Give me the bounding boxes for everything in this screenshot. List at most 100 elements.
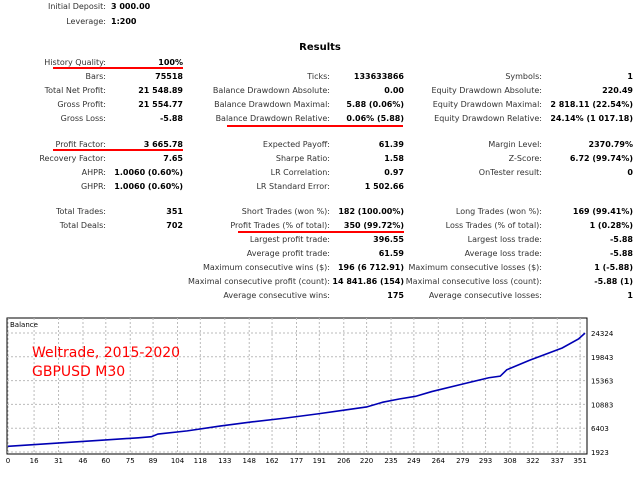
- stat-value: 0: [627, 168, 633, 177]
- stat-value: 0.00: [384, 86, 404, 95]
- stat-value: 196 (6 712.91): [337, 263, 404, 272]
- x-tick-label: 322: [526, 457, 539, 465]
- stat-label: Total Trades:: [56, 207, 106, 216]
- stat-value: -5.88: [609, 235, 633, 244]
- stat-label: Recovery Factor:: [39, 154, 106, 163]
- stat-label: Ticks:: [307, 72, 330, 81]
- x-tick-label: 118: [194, 457, 207, 465]
- stat-label: Long Trades (won %):: [455, 207, 542, 216]
- stat-value: 702: [166, 221, 183, 230]
- stat-value: 1 (-5.88): [594, 263, 633, 272]
- stat-value: 24.14% (1 017.18): [550, 114, 633, 123]
- x-tick-label: 308: [503, 457, 516, 465]
- stat-label: Sharpe Ratio:: [275, 154, 330, 163]
- y-tick-label: 10883: [591, 401, 613, 409]
- x-tick-label: 264: [432, 457, 446, 465]
- stat-label: Balance Drawdown Relative:: [215, 114, 330, 123]
- initial-deposit-value: 3 000.00: [111, 2, 151, 11]
- x-tick-label: 162: [265, 457, 278, 465]
- stat-label: Average consecutive wins:: [223, 291, 330, 300]
- x-tick-label: 351: [573, 457, 586, 465]
- x-tick-label: 235: [384, 457, 397, 465]
- stat-value: 61.39: [378, 140, 404, 149]
- stat-label: Average consecutive losses:: [428, 291, 542, 300]
- stat-label: LR Correlation:: [270, 168, 330, 177]
- stat-label: Maximal consecutive loss (count):: [405, 277, 542, 286]
- stat-value: 133633866: [353, 72, 404, 81]
- stat-value: 182 (100.00%): [338, 207, 404, 216]
- x-tick-label: 16: [30, 457, 39, 465]
- stat-value: 175: [387, 291, 404, 300]
- x-tick-label: 279: [456, 457, 469, 465]
- x-tick-label: 89: [149, 457, 158, 465]
- stat-label: Average loss trade:: [464, 249, 542, 258]
- stat-label: Equity Drawdown Relative:: [434, 114, 542, 123]
- stat-value: 396.55: [373, 235, 404, 244]
- x-tick-label: 75: [126, 457, 135, 465]
- stat-label: Margin Level:: [488, 140, 542, 149]
- stat-value: 220.49: [602, 86, 633, 95]
- x-tick-label: 191: [313, 457, 326, 465]
- stat-label: Loss Trades (% of total):: [445, 221, 542, 230]
- x-tick-label: 0: [6, 457, 10, 465]
- stat-value: 100%: [158, 58, 183, 67]
- x-tick-label: 220: [360, 457, 373, 465]
- leverage-label: Leverage:: [66, 17, 106, 26]
- highlight-underline: [53, 149, 183, 151]
- highlight-underline: [238, 231, 404, 233]
- stat-label: Expected Payoff:: [262, 140, 330, 149]
- stat-label: Short Trades (won %):: [241, 207, 330, 216]
- initial-deposit-label: Initial Deposit:: [48, 2, 106, 11]
- x-tick-label: 46: [79, 457, 88, 465]
- x-tick-label: 293: [479, 457, 492, 465]
- x-tick-label: 206: [337, 457, 351, 465]
- stat-value: 2 818.11 (22.54%): [550, 100, 633, 109]
- x-tick-label: 148: [243, 457, 256, 465]
- stat-label: AHPR:: [81, 168, 106, 177]
- y-tick-label: 1923: [591, 449, 609, 457]
- stat-label: OnTester result:: [478, 168, 542, 177]
- stat-label: Maximum consecutive wins ($):: [202, 263, 330, 272]
- stat-value: 351: [166, 207, 183, 216]
- chart-title: Balance: [10, 321, 38, 329]
- stat-label: Equity Drawdown Maximal:: [432, 100, 542, 109]
- stat-label: Z-Score:: [508, 154, 542, 163]
- stat-label: LR Standard Error:: [256, 182, 330, 191]
- leverage-value: 1:200: [111, 17, 137, 26]
- x-tick-label: 104: [171, 457, 185, 465]
- stat-label: Profit Factor:: [55, 140, 106, 149]
- stat-label: Total Deals:: [59, 221, 106, 230]
- stat-value: 1.0060 (0.60%): [114, 182, 183, 191]
- stat-label: Gross Loss:: [60, 114, 106, 123]
- stat-value: 169 (99.41%): [572, 207, 633, 216]
- stat-value: 1.58: [384, 154, 404, 163]
- stat-value: 14 841.86 (154): [332, 277, 404, 286]
- stat-value: 61.59: [378, 249, 404, 258]
- chart-annotation: Weltrade, 2015-2020: [32, 345, 180, 361]
- stat-value: 7.65: [163, 154, 183, 163]
- y-tick-label: 6403: [591, 425, 609, 433]
- stat-label: Total Net Profit:: [44, 86, 106, 95]
- balance-chart: Balance 1923 6403 10883 15363 19843 24324 0 16 31…: [6, 317, 614, 465]
- y-tick-label: 24324: [591, 330, 614, 338]
- stat-label: Largest profit trade:: [249, 235, 330, 244]
- stat-value: 21 554.77: [138, 100, 183, 109]
- x-tick-label: 133: [218, 457, 231, 465]
- results-title: Results: [299, 42, 341, 53]
- stat-value: -5.88: [609, 249, 633, 258]
- y-tick-label: 15363: [591, 378, 613, 386]
- stat-label: Balance Drawdown Absolute:: [212, 86, 330, 95]
- stat-label: Maximal consecutive profit (count):: [187, 277, 330, 286]
- stat-value: 75518: [155, 72, 183, 81]
- stat-value: -5.88: [159, 114, 183, 123]
- stat-value: -5.88 (1): [594, 277, 633, 286]
- stat-label: Gross Profit:: [57, 100, 106, 109]
- x-tick-label: 31: [54, 457, 63, 465]
- highlight-underline: [53, 67, 183, 69]
- stat-label: Average profit trade:: [246, 249, 330, 258]
- stat-value: 5.88 (0.06%): [346, 100, 404, 109]
- stat-label: Equity Drawdown Absolute:: [431, 86, 542, 95]
- stat-value: 21 548.89: [138, 86, 183, 95]
- stat-label: Symbols:: [505, 72, 542, 81]
- stat-value: 2370.79%: [588, 140, 633, 149]
